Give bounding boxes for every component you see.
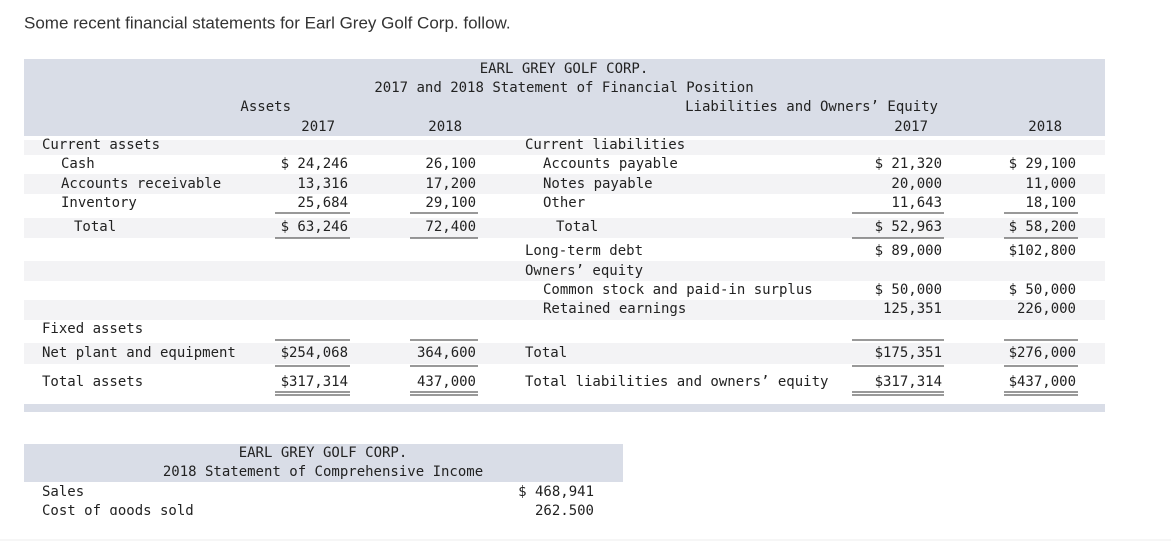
amount: $ 24,246 <box>281 156 348 172</box>
row-band <box>24 140 1105 155</box>
row-label: Other <box>543 195 585 211</box>
header-band <box>24 59 1105 136</box>
amount: $ 63,246 <box>281 219 348 235</box>
amount: $317,314 <box>875 374 942 390</box>
amount: $276,000 <box>1009 345 1076 361</box>
row-label: Total liabilities and owners’ equity <box>525 374 828 390</box>
row-label: Net plant and equipment <box>42 345 236 361</box>
amount: $ 21,320 <box>875 156 942 172</box>
amount: 26,100 <box>425 156 476 172</box>
amount: $ 50,000 <box>875 282 942 298</box>
amount: 18,100 <box>1025 195 1076 211</box>
row-label: Accounts receivable <box>61 176 221 192</box>
year-header: 2017 <box>894 119 928 135</box>
subtitle: 2017 and 2018 Statement of Financial Pos… <box>374 80 753 96</box>
liabilities-header: Liabilities and Owners’ Equity <box>685 99 938 115</box>
row-band <box>24 261 1105 281</box>
row-label: Common stock and paid-in surplus <box>543 282 813 298</box>
amount: 437,000 <box>417 374 476 390</box>
amount: $102,800 <box>1009 243 1076 259</box>
row-label: Fixed assets <box>42 321 143 337</box>
amount: 11,643 <box>891 195 942 211</box>
balance-sheet: EARL GREY GOLF CORP. 2017 and 2018 Statem… <box>24 61 1105 396</box>
year-header: 2018 <box>428 119 462 135</box>
amount: $175,351 <box>875 345 942 361</box>
amount: 226,000 <box>1017 301 1076 317</box>
row-band <box>24 218 1105 238</box>
row-label: Total <box>556 219 598 235</box>
row-band <box>24 343 1105 364</box>
row-label: Current assets <box>42 137 160 153</box>
amount: $ 58,200 <box>1009 219 1076 235</box>
title: EARL GREY GOLF CORP. <box>239 445 408 461</box>
row-label: Inventory <box>61 195 137 211</box>
income-header-band <box>24 444 623 482</box>
amount: $254,068 <box>281 345 348 361</box>
row-band <box>24 300 1105 320</box>
row-label: Long-term debt <box>525 243 643 259</box>
amount: $437,000 <box>1009 374 1076 390</box>
amount: 29,100 <box>425 195 476 211</box>
title: EARL GREY GOLF CORP. <box>480 61 649 77</box>
row-band <box>24 174 1105 194</box>
footer-band <box>24 404 1105 412</box>
amount: $ 52,963 <box>875 219 942 235</box>
intro: Some recent financial statements for Ear… <box>24 13 511 32</box>
income-statement: EARL GREY GOLF CORP. 2018 Statement of Co… <box>42 445 594 519</box>
amount: 20,000 <box>891 176 942 192</box>
year-header: 2018 <box>1028 119 1062 135</box>
amount: 125,351 <box>883 301 942 317</box>
amount: $ 50,000 <box>1009 282 1076 298</box>
row-label: Total <box>525 345 567 361</box>
row-label: Notes payable <box>543 176 653 192</box>
row-label: Accounts payable <box>543 156 678 172</box>
amount: 11,000 <box>1025 176 1076 192</box>
row-label: Cost of goods sold <box>42 503 194 519</box>
amount: 72,400 <box>425 219 476 235</box>
year-header: 2017 <box>301 119 335 135</box>
amount: $ 89,000 <box>875 243 942 259</box>
subtitle: 2018 Statement of Comprehensive Income <box>163 464 483 480</box>
row-label: Sales <box>42 484 84 500</box>
row-label: Owners’ equity <box>525 263 643 279</box>
amount: $317,314 <box>281 374 348 390</box>
row-label: Total <box>74 219 116 235</box>
amount: $ 468,941 <box>518 484 594 500</box>
row-label: Cash <box>61 156 95 172</box>
amount: 17,200 <box>425 176 476 192</box>
row-label: Retained earnings <box>543 301 686 317</box>
amount: 364,600 <box>417 345 476 361</box>
row-label: Total assets <box>42 374 143 390</box>
amount: 25,684 <box>297 195 348 211</box>
assets-header: Assets <box>240 99 291 115</box>
row-label: Current liabilities <box>525 137 685 153</box>
amount: 13,316 <box>297 176 348 192</box>
amount: $ 29,100 <box>1009 156 1076 172</box>
amount: 262,500 <box>535 503 594 519</box>
